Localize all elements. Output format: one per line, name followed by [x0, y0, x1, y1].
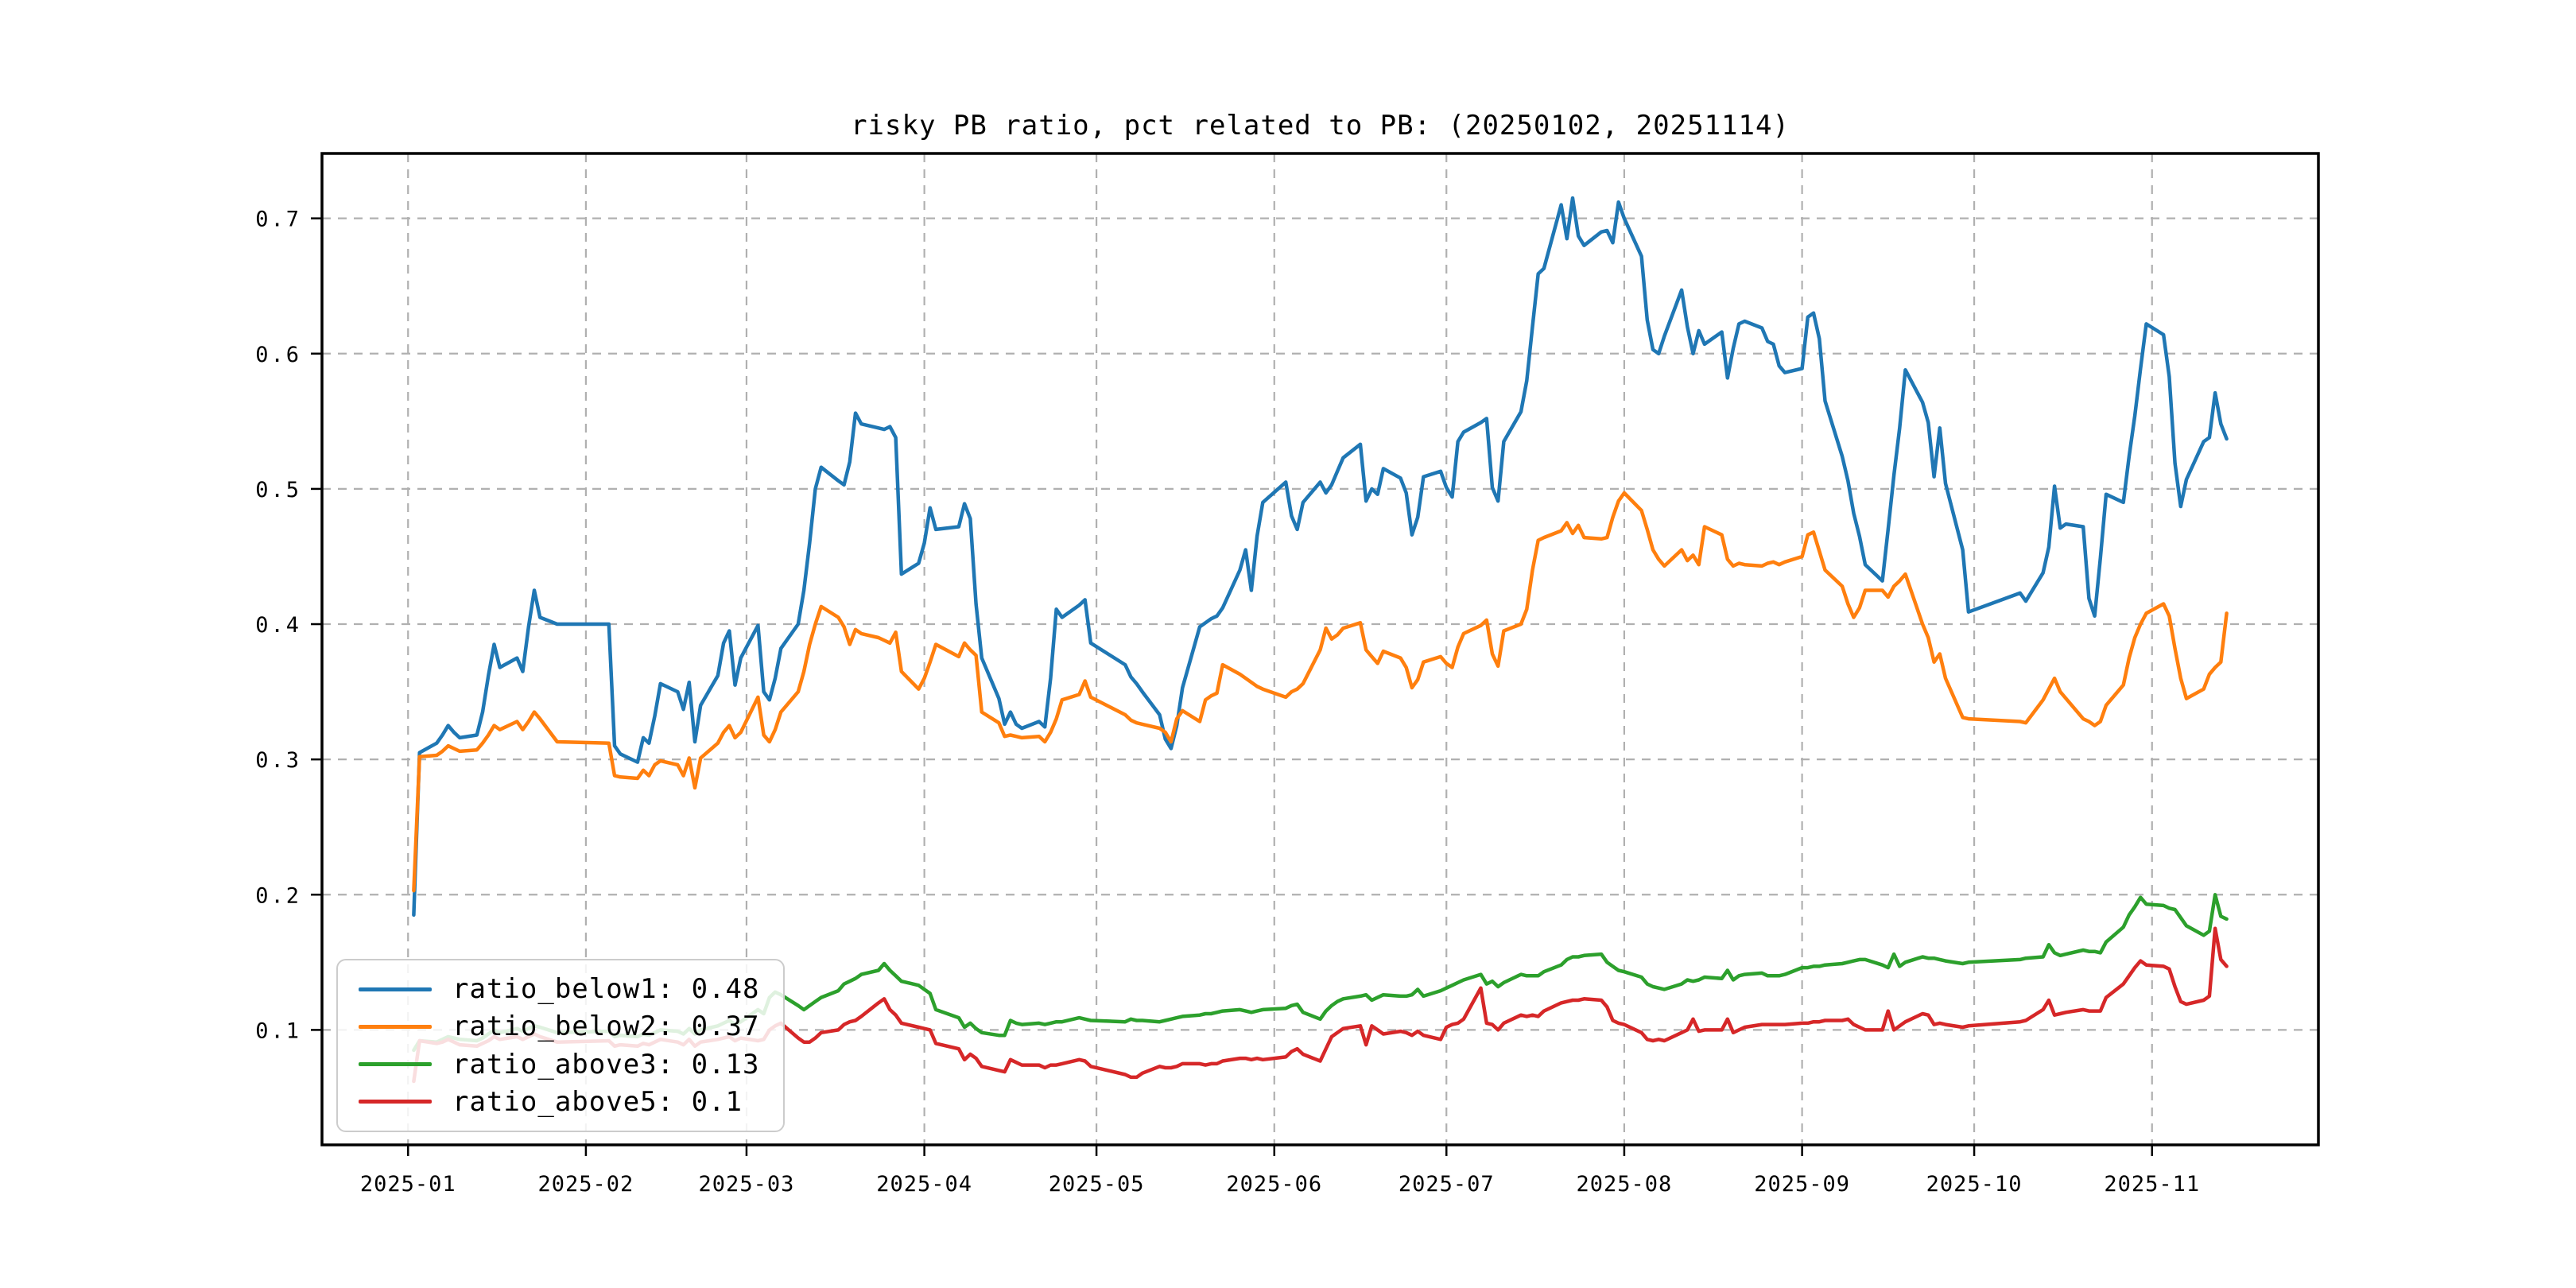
legend-item-label: ratio_below1: 0.48: [452, 973, 760, 1005]
x-tick-label: 2025-08: [1577, 1172, 1673, 1197]
legend-item: ratio_above5: 0.1: [359, 1086, 759, 1118]
y-tick-label: 0.4: [255, 613, 301, 638]
x-tick-label: 2025-11: [2104, 1172, 2200, 1197]
legend-line-sample-icon: [359, 987, 432, 991]
x-tick-label: 2025-04: [876, 1172, 972, 1197]
x-tick-label: 2025-09: [1754, 1172, 1850, 1197]
x-tick-label: 2025-03: [699, 1172, 795, 1197]
legend-item: ratio_below2: 0.37: [359, 1011, 759, 1042]
legend-item-label: ratio_above3: 0.13: [452, 1048, 760, 1080]
legend-item: ratio_above3: 0.13: [359, 1049, 759, 1080]
y-tick-label: 0.2: [255, 883, 301, 908]
legend-item-label: ratio_below2: 0.37: [452, 1011, 760, 1043]
legend-item: ratio_below1: 0.48: [359, 973, 759, 1005]
x-tick-label: 2025-10: [1926, 1172, 2023, 1197]
legend-item-label: ratio_above5: 0.1: [452, 1085, 743, 1118]
legend-line-sample-icon: [359, 1062, 432, 1067]
legend: ratio_below1: 0.48 ratio_below2: 0.37 ra…: [336, 959, 786, 1132]
y-tick-label: 0.6: [255, 343, 301, 367]
x-tick-label: 2025-02: [538, 1172, 634, 1197]
y-tick-label: 0.7: [255, 208, 301, 232]
legend-line-sample-icon: [359, 1100, 432, 1104]
x-tick-label: 2025-06: [1226, 1172, 1322, 1197]
x-tick-label: 2025-01: [360, 1172, 456, 1197]
x-tick-label: 2025-05: [1049, 1172, 1145, 1197]
y-tick-label: 0.3: [255, 748, 301, 773]
x-tick-label: 2025-07: [1399, 1172, 1495, 1197]
legend-line-sample-icon: [359, 1024, 432, 1029]
y-tick-label: 0.1: [255, 1018, 301, 1043]
y-tick-label: 0.5: [255, 478, 301, 502]
chart-title: risky PB ratio, pct related to PB: (2025…: [851, 110, 1790, 142]
